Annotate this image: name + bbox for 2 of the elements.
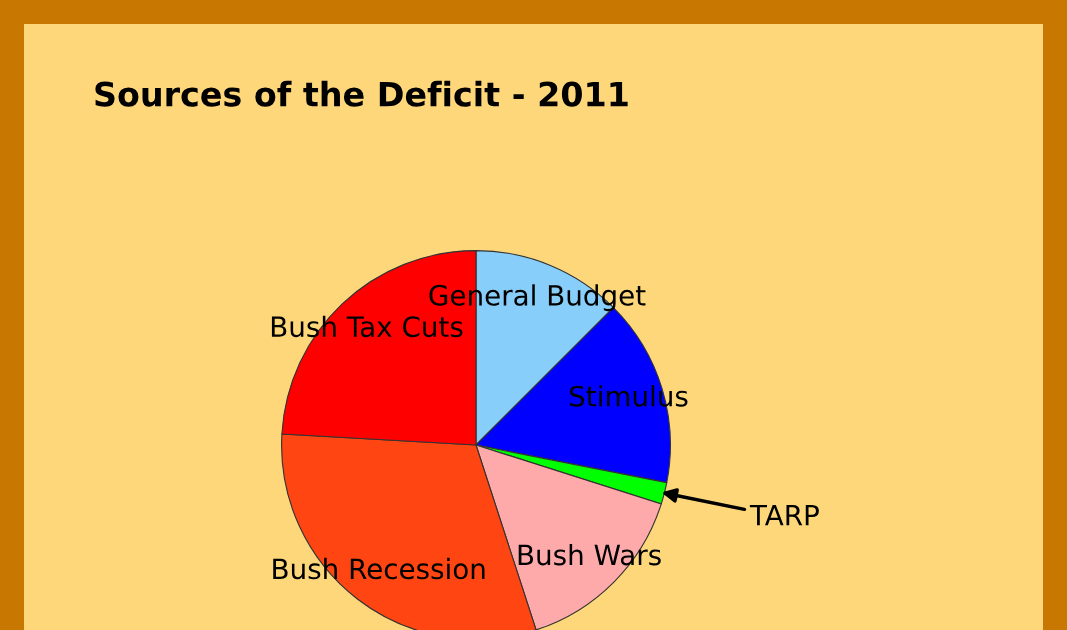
chart-title: Sources of the Deficit - 2011 <box>95 80 628 107</box>
slice-label: TARP <box>749 504 819 526</box>
